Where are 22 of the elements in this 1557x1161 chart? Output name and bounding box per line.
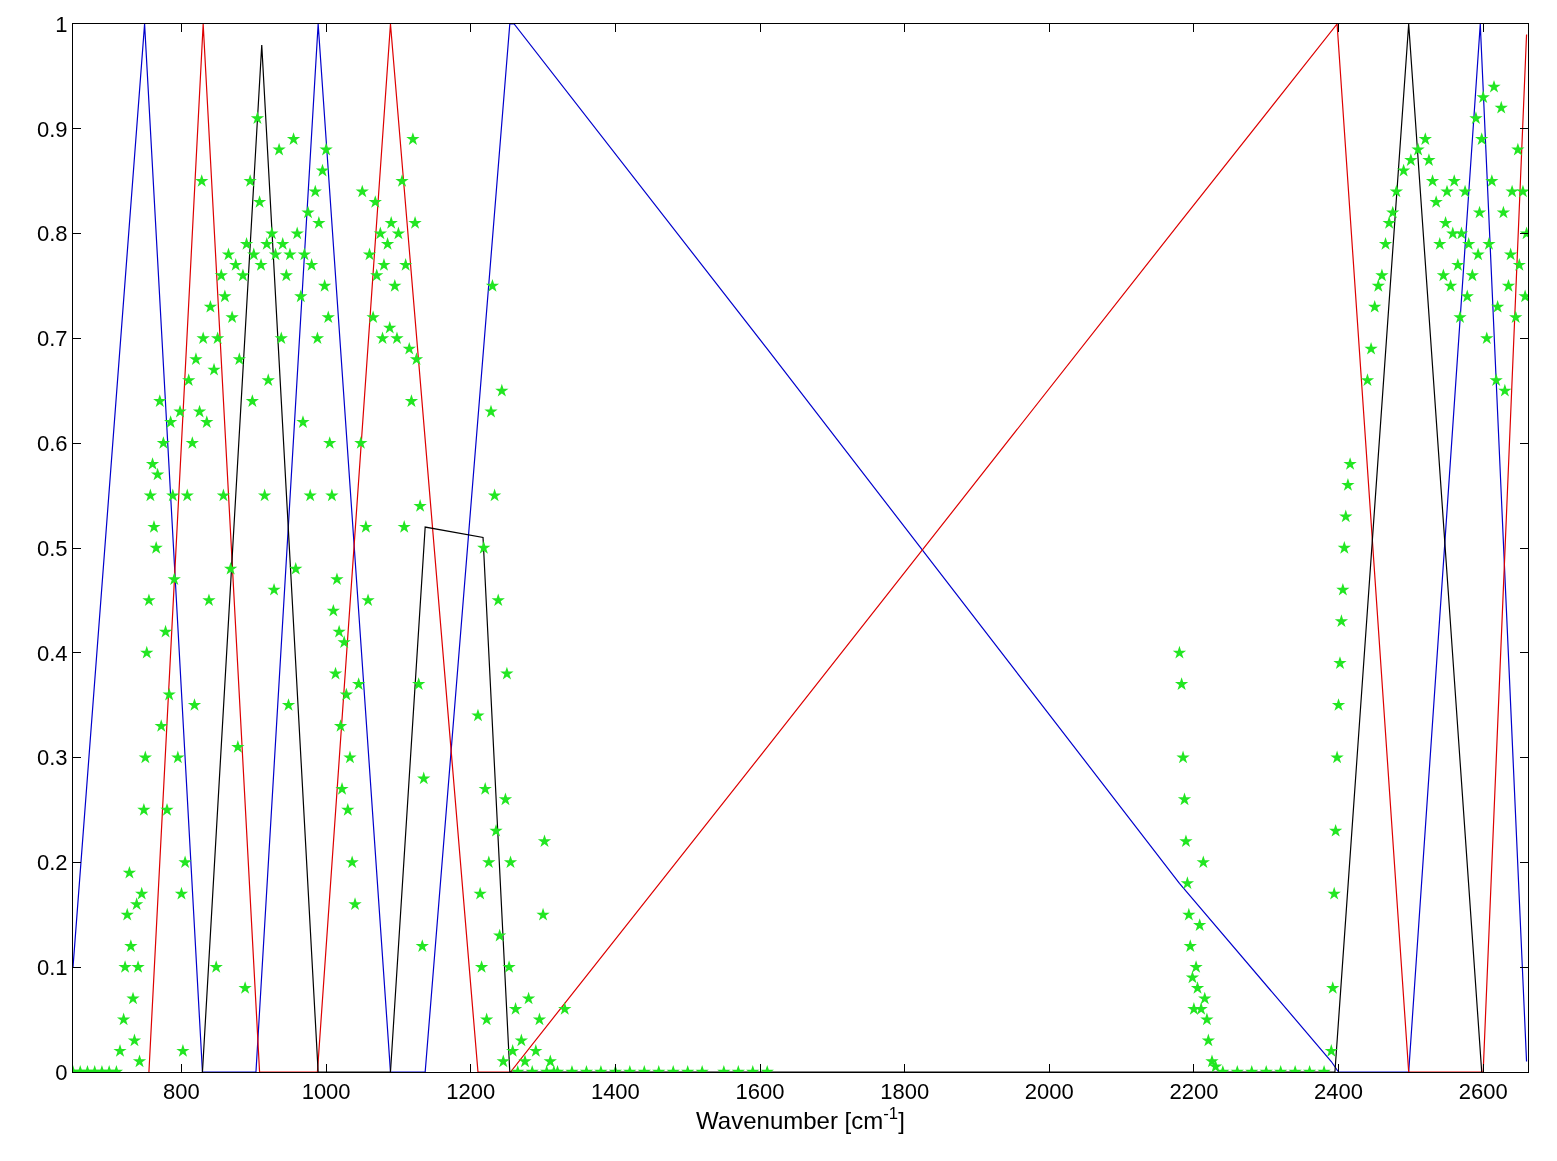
y-tick-label: 1 [55,11,68,37]
y-tick-label: 0 [55,1059,68,1085]
y-tick-label: 0.2 [37,850,68,876]
y-tick-label: 0.3 [37,745,68,771]
x-tick-label: 2200 [1169,1079,1219,1105]
x-tick-label: 1800 [880,1079,930,1105]
y-tick-label: 0.5 [37,535,68,561]
x-axis-title: Wavenumber [cm$^{-1}$] [696,1104,905,1135]
y-tick-label: 0.1 [37,954,68,980]
x-tick-label: 800 [163,1079,200,1105]
y-tick-label: 0.7 [37,326,68,352]
x-tick-label: 2600 [1458,1079,1508,1105]
x-tick-label: 1000 [301,1079,351,1105]
y-tick-label: 0.4 [37,640,68,666]
y-tick-label: 0.9 [37,116,68,142]
x-tick-label: 1600 [735,1079,785,1105]
y-tick-label: 0.8 [37,221,68,247]
x-tick-label: 1400 [590,1079,640,1105]
y-tick-label: 0.6 [37,430,68,456]
x-tick-label: 2400 [1314,1079,1364,1105]
x-tick-label: 2000 [1024,1079,1074,1105]
x-tick-label: 1200 [446,1079,496,1105]
